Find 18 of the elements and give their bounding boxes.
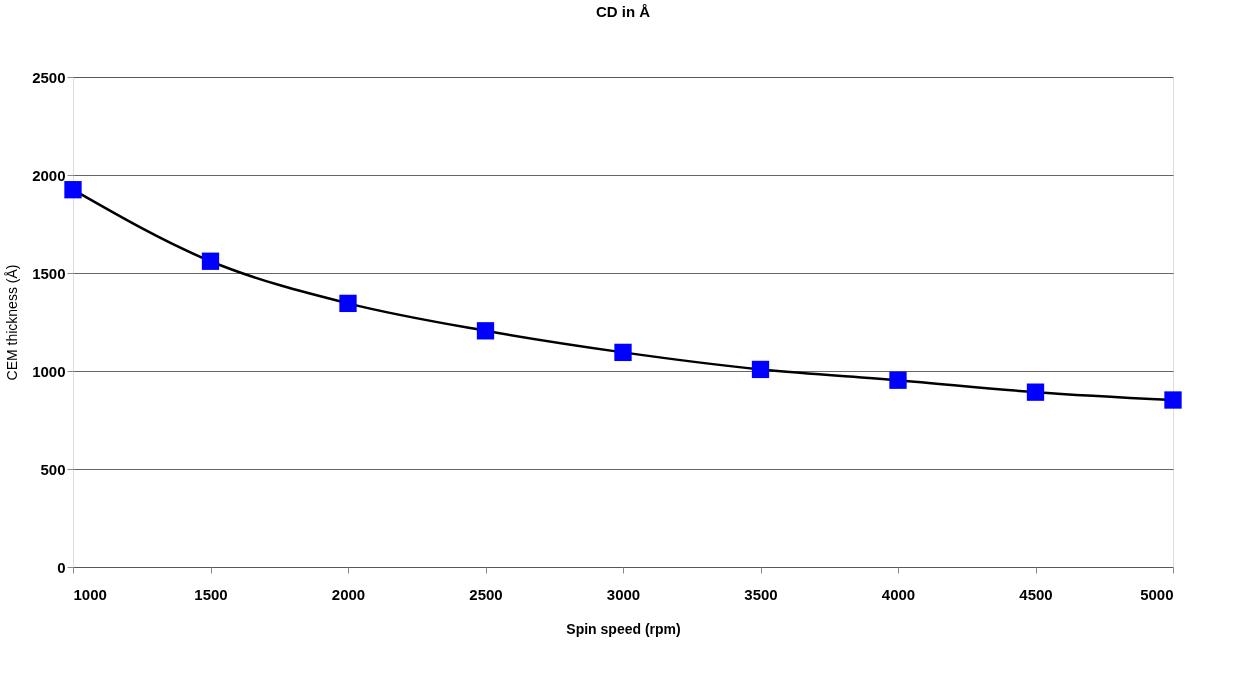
- y-tick-label: 2500: [32, 68, 66, 86]
- x-axis-title: Spin speed (rpm): [566, 620, 681, 637]
- x-tick-label: 2000: [331, 585, 366, 603]
- x-tick-label: 5000: [1140, 585, 1174, 603]
- x-tick-label: 1500: [194, 585, 228, 603]
- y-tick-label: 0: [57, 558, 66, 576]
- x-tick-label: 1000: [73, 585, 107, 603]
- x-tick-label: 4000: [881, 585, 916, 603]
- y-tick-label: 1500: [32, 264, 66, 282]
- y-tick-label: 500: [40, 460, 66, 478]
- y-tick-label: 2000: [32, 166, 66, 184]
- x-tick-label: 3500: [744, 585, 778, 603]
- y-tick-label: 1000: [32, 362, 66, 380]
- chart-title: CD in Å: [595, 3, 651, 20]
- y-axis-title: CEM thickness (Å): [4, 264, 21, 381]
- x-tick-label: 4500: [1019, 585, 1053, 603]
- x-tick-label: 3000: [606, 585, 641, 603]
- x-tick-label: 2500: [469, 585, 503, 603]
